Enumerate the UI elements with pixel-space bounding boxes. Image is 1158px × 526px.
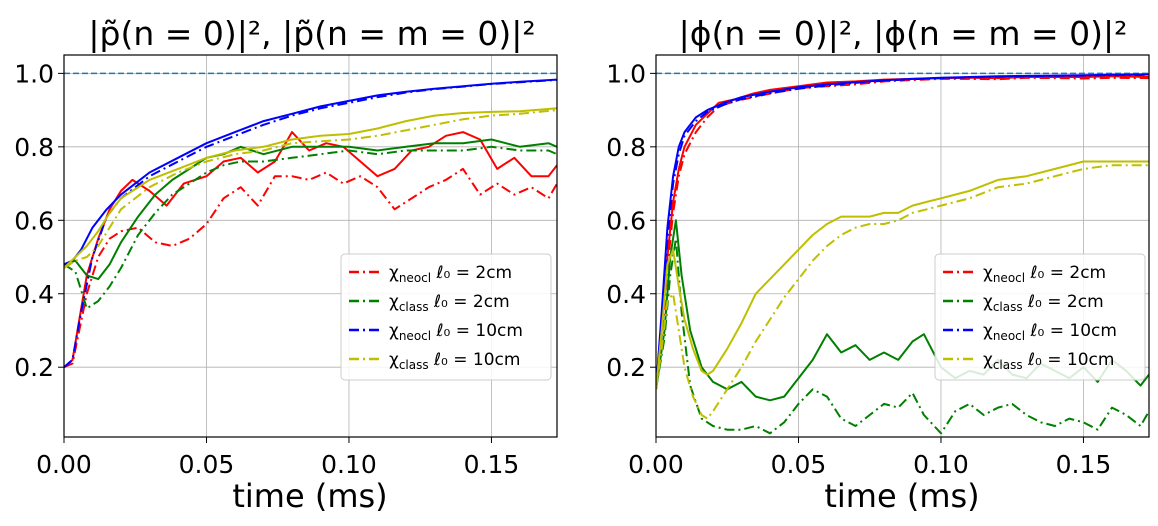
- axes-frame: [63, 54, 558, 438]
- x-tick-label: 0.00: [36, 450, 92, 479]
- series-line: [656, 73, 1149, 390]
- series-line: [656, 237, 1149, 435]
- x-axis-label: time (ms): [824, 477, 979, 515]
- legend: χneocl ℓ₀ = 2cm χclass ℓ₀ = 2cm χneocl ℓ₀ …: [340, 253, 552, 381]
- series-line: [64, 138, 557, 281]
- right-chart-panel: 0.00 0.05 0.10 0.15 0.2 0.4 0.6 0.8 1.0 |ϕ(n = 0)…: [606, 14, 1150, 515]
- series-line: [64, 145, 557, 310]
- series-line: [64, 78, 557, 266]
- y-tick-label: 0.6: [606, 206, 646, 235]
- x-tick-label: 0.00: [628, 450, 684, 479]
- legend-label: χclass ℓ₀ = 10cm: [983, 350, 1114, 372]
- legend-box: [934, 253, 1146, 381]
- x-axis-label: time (ms): [232, 477, 387, 515]
- x-tick-label: 0.05: [771, 450, 827, 479]
- series-group: [656, 72, 1149, 435]
- legend-label: χneocl ℓ₀ = 2cm: [389, 263, 512, 285]
- series-line: [64, 109, 557, 269]
- y-tick-label: 0.2: [606, 353, 646, 382]
- chart-title: |p̃(n = 0)|², |p̃(n = m = 0)|²: [88, 14, 535, 53]
- chart-title: |ϕ(n = 0)|², |ϕ(n = m = 0)|²: [679, 14, 1128, 53]
- left-chart-panel: 0.00 0.05 0.10 0.15 0.2 0.4 0.6 0.8 1.0 |p̃(n = 0…: [14, 14, 558, 515]
- series-group: [64, 72, 557, 369]
- legend: χneocl ℓ₀ = 2cm χclass ℓ₀ = 2cm χneocl ℓ₀ …: [934, 253, 1146, 381]
- x-tick-label: 0.05: [179, 450, 235, 479]
- series-line: [656, 76, 1149, 390]
- legend-label: χclass ℓ₀ = 10cm: [389, 350, 520, 372]
- y-tick-label: 1.0: [606, 59, 646, 88]
- y-tick-label: 0.6: [14, 206, 54, 235]
- x-tick-label: 0.15: [464, 450, 520, 479]
- legend-label: χneocl ℓ₀ = 10cm: [389, 321, 523, 343]
- series-line: [64, 167, 557, 369]
- series-line: [64, 131, 557, 368]
- y-tick-label: 0.2: [14, 353, 54, 382]
- legend-label: χclass ℓ₀ = 2cm: [389, 292, 510, 314]
- series-line: [656, 160, 1149, 390]
- x-tick-label: 0.15: [1056, 450, 1112, 479]
- y-tick-label: 0.8: [14, 133, 54, 162]
- y-tick-label: 1.0: [14, 59, 54, 88]
- series-line: [64, 79, 557, 368]
- y-tick-label: 0.4: [606, 280, 646, 309]
- axes-frame: [655, 54, 1150, 438]
- legend-label: χclass ℓ₀ = 2cm: [983, 292, 1104, 314]
- y-tick-label: 0.4: [14, 280, 54, 309]
- x-tick-label: 0.10: [321, 450, 377, 479]
- legend-label: χneocl ℓ₀ = 2cm: [983, 263, 1106, 285]
- series-line: [64, 107, 557, 269]
- x-tick-label: 0.10: [913, 450, 969, 479]
- y-tick-label: 0.8: [606, 133, 646, 162]
- legend-box: [340, 253, 552, 381]
- legend-label: χneocl ℓ₀ = 10cm: [983, 321, 1117, 343]
- series-line: [656, 164, 1149, 420]
